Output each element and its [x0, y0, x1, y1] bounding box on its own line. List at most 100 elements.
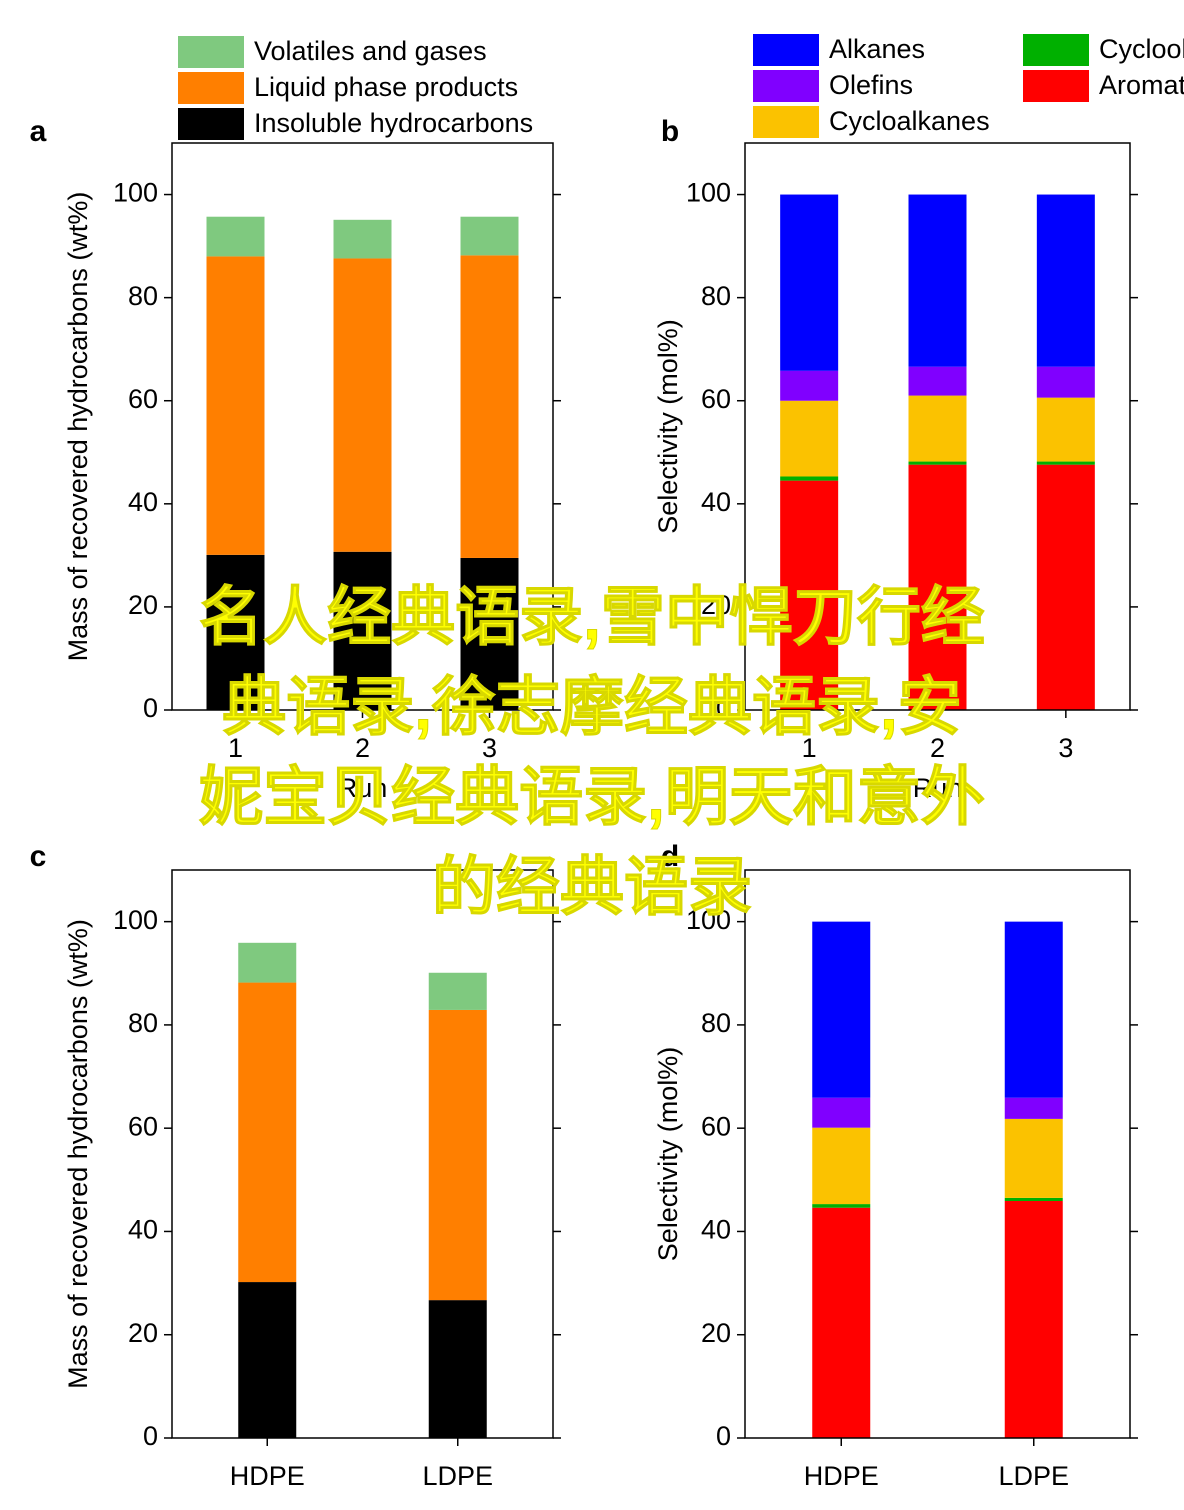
y-axis-label: Selectivity (mol%) [653, 319, 683, 534]
legend-swatch [753, 106, 819, 138]
panel-letter: c [30, 840, 47, 873]
y-tick-label: 60 [701, 384, 731, 414]
bar-segment [1036, 461, 1095, 465]
bar-segment [1004, 1097, 1063, 1119]
bar-segment [460, 557, 519, 710]
bar-segment [812, 1207, 871, 1438]
bar-segment [428, 1009, 487, 1301]
panel-letter: b [661, 115, 679, 148]
y-tick-label: 0 [716, 693, 731, 723]
y-tick-label: 0 [716, 1421, 731, 1451]
legend-swatch [178, 36, 244, 68]
panel-letter: d [661, 840, 679, 873]
bar-segment [1004, 1200, 1063, 1438]
bar-segment [428, 1300, 487, 1438]
bar-segment [238, 982, 297, 1283]
overlay-text: 典语录,徐志摩经典语录,安 [222, 671, 962, 743]
legend-swatch [178, 108, 244, 140]
bar-segment [333, 551, 392, 710]
y-tick-label: 0 [143, 1421, 158, 1451]
y-tick-label: 20 [128, 590, 158, 620]
bar-segment [1036, 464, 1095, 710]
bar-segment [1004, 921, 1063, 1098]
y-tick-label: 40 [128, 1215, 158, 1245]
y-tick-label: 100 [686, 178, 731, 208]
y-tick-label: 40 [701, 1215, 731, 1245]
y-tick-label: 80 [128, 281, 158, 311]
bar-segment [460, 216, 519, 256]
y-tick-label: 40 [128, 487, 158, 517]
legend-swatch [1023, 70, 1089, 102]
bar-segment [908, 461, 967, 465]
legend-swatch [1023, 34, 1089, 66]
bar-segment [908, 366, 967, 396]
y-axis-label: Mass of recovered hydrocarbons (wt%) [63, 919, 93, 1389]
bar-segment [812, 1204, 871, 1208]
bar-segment [428, 972, 487, 1010]
x-tick-label: LDPE [422, 1461, 493, 1491]
overlay-text: 名人经典语录,雪中悍刀行经 [199, 581, 985, 653]
bar-segment [812, 921, 871, 1098]
y-tick-label: 20 [128, 1318, 158, 1348]
legend-swatch [753, 70, 819, 102]
bar-segment [206, 216, 265, 257]
x-tick-label: 3 [482, 733, 497, 763]
legend-swatch [178, 72, 244, 104]
y-tick-label: 40 [701, 487, 731, 517]
legend-swatch [753, 34, 819, 66]
y-axis-label: Mass of recovered hydrocarbons (wt%) [63, 192, 93, 662]
bar-segment [780, 480, 839, 710]
y-tick-label: 20 [701, 590, 731, 620]
bar-segment [333, 219, 392, 259]
panel-letter: a [30, 115, 47, 148]
y-tick-label: 60 [128, 1111, 158, 1141]
bar-segment [1036, 397, 1095, 462]
y-tick-label: 60 [701, 1111, 731, 1141]
legend-label: Alkanes [829, 34, 925, 64]
x-tick-label: LDPE [998, 1461, 1069, 1491]
bar-segment [780, 400, 839, 477]
bar-segment [812, 1097, 871, 1128]
x-tick-label: 3 [1058, 733, 1073, 763]
legend-label: Olefins [829, 70, 913, 100]
bar-segment [238, 942, 297, 983]
plot-frame [744, 142, 1131, 711]
y-tick-label: 80 [128, 1008, 158, 1038]
bar-segment [333, 258, 392, 552]
x-tick-label: 1 [802, 733, 817, 763]
x-axis-label: Run [913, 773, 963, 803]
bar-segment [812, 1127, 871, 1205]
y-tick-label: 80 [701, 1008, 731, 1038]
y-tick-label: 60 [128, 384, 158, 414]
bar-segment [1004, 1118, 1063, 1198]
x-axis-label: Run [338, 773, 388, 803]
legend-label: Volatiles and gases [254, 36, 487, 66]
legend-label: Cycloalkanes [829, 106, 990, 136]
legend-label: Insoluble hydrocarbons [254, 108, 533, 138]
plot-frame [744, 869, 1131, 1439]
x-tick-label: HDPE [804, 1461, 879, 1491]
x-tick-label: 2 [930, 733, 945, 763]
plot-frame [171, 869, 554, 1439]
bar-segment [206, 554, 265, 710]
plot-frame [171, 142, 554, 711]
y-tick-label: 80 [701, 281, 731, 311]
x-tick-label: 2 [355, 733, 370, 763]
y-tick-label: 0 [143, 693, 158, 723]
legend-label: Aromatics [1099, 70, 1184, 100]
legend-label: Liquid phase products [254, 72, 518, 102]
y-tick-label: 100 [113, 905, 158, 935]
x-tick-label: 1 [228, 733, 243, 763]
bar-segment [908, 194, 967, 367]
y-tick-label: 100 [113, 178, 158, 208]
overlay-text: 妮宝贝经典语录,明天和意外 [199, 761, 985, 833]
bar-segment [780, 194, 839, 371]
bar-segment [460, 255, 519, 558]
bar-segment [780, 370, 839, 401]
y-tick-label: 100 [686, 905, 731, 935]
bar-segment [1036, 366, 1095, 398]
x-tick-label: HDPE [230, 1461, 305, 1491]
bar-segment [206, 256, 265, 555]
bar-segment [908, 395, 967, 462]
